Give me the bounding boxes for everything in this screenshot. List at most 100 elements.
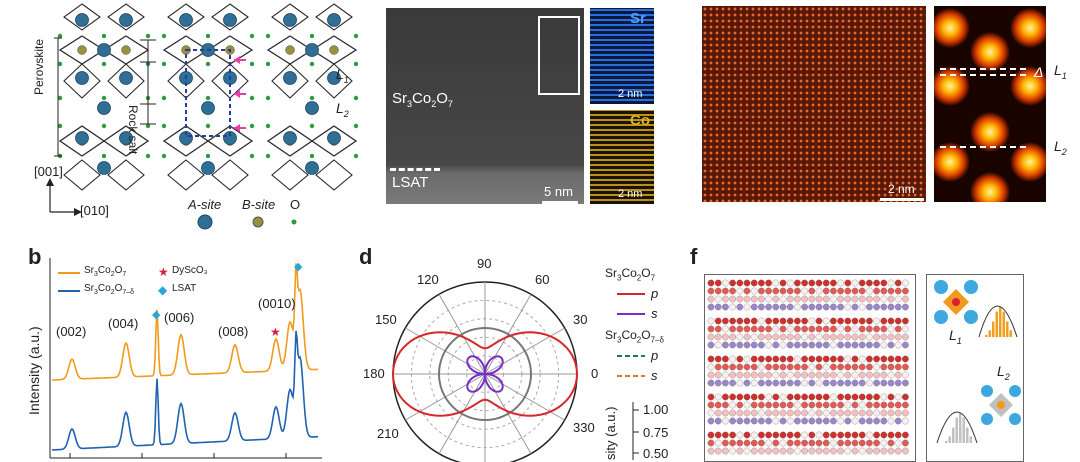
atom-dot [844,379,852,387]
atom-dot [887,401,895,409]
atom-dot [844,409,852,417]
perovskite-label: Perovskite [32,38,46,95]
atom-dot [844,295,852,303]
atom-dot [873,409,880,417]
atom-dot [815,439,823,447]
atom-dot [851,295,859,303]
peak-006: (006) [164,310,195,325]
atom-dot [808,355,816,363]
panel-f: f L1 L2 [690,240,1080,462]
polar-angle-90: 90 [477,256,492,271]
atom-dot [858,317,866,325]
atom-dot [887,393,895,401]
atom-dot [808,295,816,303]
a-site-atom [964,310,978,324]
atom-dot [786,447,794,455]
roi-box [538,16,580,95]
o-atom [249,95,255,101]
atom-dot [837,287,844,295]
atom-dot [743,401,751,409]
scale-val-075: 0.75 [643,425,669,440]
atom-dot [902,371,909,379]
atom-dot [894,295,902,303]
atom-dot [714,371,722,379]
atom-dot [794,295,801,303]
atom-dot [722,295,729,303]
a-site-atom [283,71,297,85]
atom-dot [714,417,722,425]
atom-dot [844,333,852,341]
octahedron [63,63,101,99]
atom-dot [772,295,780,303]
atom-dot [743,371,751,379]
b-site-atom [952,298,960,306]
atom-dot [902,303,909,311]
o-atom [101,153,107,159]
atom-dot [794,363,801,371]
atom-dot [707,447,715,455]
atom-dot [894,379,902,387]
atom-dot [873,447,880,455]
b-site-atom [997,401,1005,409]
atom-dot [743,317,751,325]
atom-dot [902,417,909,425]
atom-dot [765,409,772,417]
atom-dot [815,341,823,349]
atom-dot [794,341,801,349]
inset-box: L1 L2 [926,274,1024,462]
atom-dot [880,341,888,349]
atom-dot [786,295,794,303]
zoom-map [934,6,1046,202]
atom-dot [902,379,909,387]
atom-dot [837,279,844,287]
legend-b-site: B-site [242,197,276,212]
atom-dot [714,431,722,439]
polar-angle-120: 120 [417,272,439,287]
atom-dot [758,371,765,379]
atom-dot [880,355,888,363]
atom-dot [815,363,823,371]
polar-angle-0: 0 [591,366,599,381]
a-site-atom [119,71,133,85]
atom-dot [779,317,787,325]
co-map-label: Co [630,112,650,129]
atom-dot [772,431,780,439]
atom-dot [873,355,880,363]
atom-dot [772,417,780,425]
atom-dot [815,401,823,409]
atom-dot [837,341,844,349]
octahedron [315,3,353,31]
atom-dot [844,325,852,333]
atom-dot [887,325,895,333]
atom-dot [779,417,787,425]
atom-dot [851,317,859,325]
o-atom [309,33,315,39]
polar-angle-330: 330 [573,420,595,435]
octahedron [107,159,145,191]
atom-dot [894,325,902,333]
atom-dot [786,431,794,439]
atom-dot [866,379,873,387]
atom-dot [844,363,852,371]
atom-dot [902,439,909,447]
o-atom [101,61,107,67]
atom-dot [722,431,729,439]
atom-dot [844,417,852,425]
o-atom [57,123,63,129]
atom-dot [866,363,873,371]
octahedron [206,125,254,157]
octahedron [107,3,145,31]
atom-dot [887,295,895,303]
o-atom [353,33,359,39]
atom-dot [822,393,830,401]
panel-a-structures [46,3,359,230]
polar-ring-bold [438,327,532,421]
f-L1-label: L1 [949,327,962,346]
L1-dash-line [940,68,1026,70]
atom-dot [808,279,816,287]
atom-dot [743,431,751,439]
atom-dot [722,325,729,333]
atom-dot [837,295,844,303]
atom-dot [808,379,816,387]
atom-dot [815,333,823,341]
